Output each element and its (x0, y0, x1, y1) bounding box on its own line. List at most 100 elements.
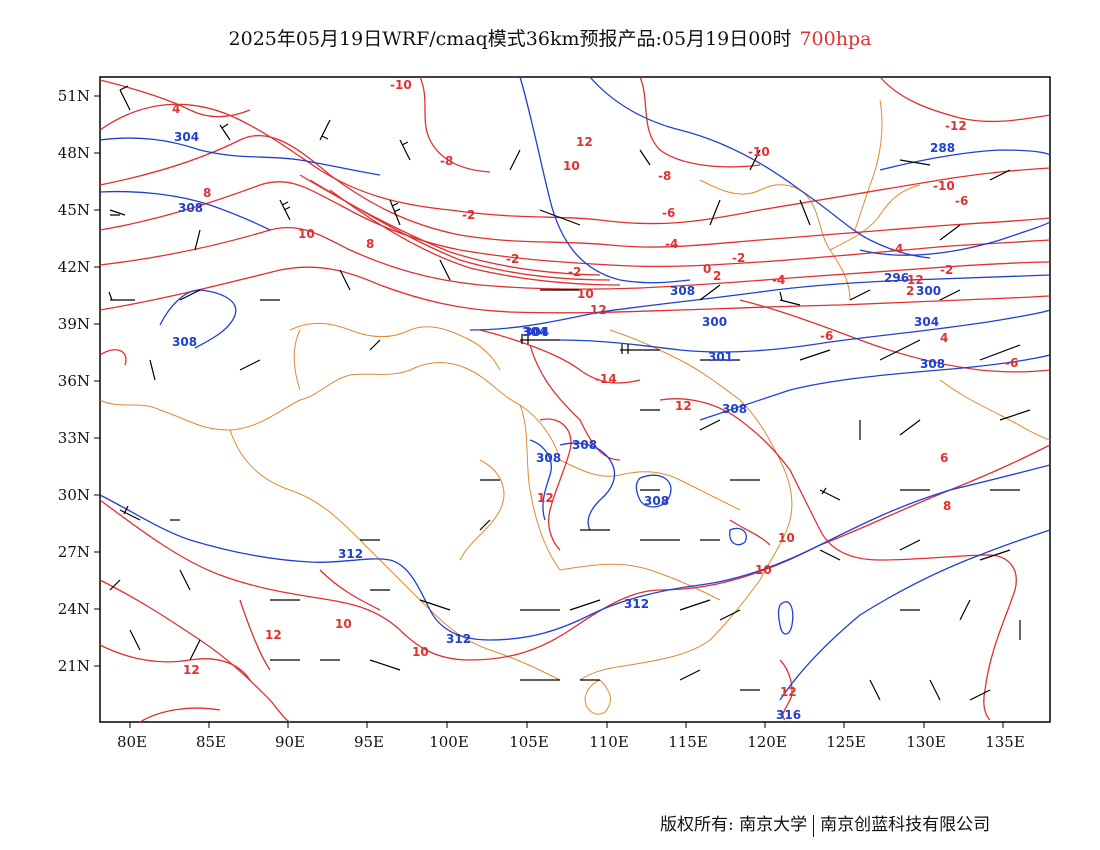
temp-contour-label: -2 (462, 208, 475, 222)
height-contour-label: 308 (722, 402, 747, 416)
temp-contour-label: -6 (662, 206, 675, 220)
temp-contour-label: 10 (335, 617, 352, 631)
height-contour-label: 304 (914, 315, 939, 329)
temp-contour-label: 2 (713, 269, 721, 283)
temp-contour-label: 8 (943, 499, 951, 513)
temp-contour-label: -4 (772, 273, 785, 287)
height-contour-label: 304 (522, 325, 547, 339)
temp-contour-label: -12 (945, 119, 967, 133)
lon-label: 115E (668, 733, 708, 751)
lat-label: 24N (58, 600, 90, 618)
temp-contour-label: 10 (755, 563, 772, 577)
lat-label: 42N (58, 258, 90, 276)
lon-label: 110E (589, 733, 629, 751)
lon-label: 120E (747, 733, 787, 751)
temp-contour-label: -6 (1005, 356, 1018, 370)
temp-contour-label: -14 (595, 372, 617, 386)
temp-contour-label: 12 (183, 663, 200, 677)
borders-layer (99, 99, 1051, 715)
temp-contour-label: 10 (412, 645, 429, 659)
temp-contour-label: 8 (203, 186, 211, 200)
temp-contour-label: 12 (780, 685, 797, 699)
temp-contour-label: 10 (298, 227, 315, 241)
height-contours (99, 76, 1051, 701)
lon-label: 105E (509, 733, 549, 751)
lon-label: 90E (275, 733, 305, 751)
temp-contour-label: -2 (568, 265, 581, 279)
lat-label: 48N (58, 144, 90, 162)
height-contour-label: 316 (776, 708, 801, 722)
temp-contour-label: -8 (440, 154, 453, 168)
height-contour-label: 308 (178, 201, 203, 215)
height-contour-label: 308 (920, 357, 945, 371)
temp-contour-label: 12 (675, 399, 692, 413)
temp-contour-label: 2 (906, 284, 914, 298)
lon-label: 100E (429, 733, 469, 751)
height-contour-label: 308 (670, 284, 695, 298)
height-contour-label: 312 (446, 632, 471, 646)
height-contour-label: 312 (338, 547, 363, 561)
height-contour-label: 304 (524, 325, 549, 339)
lon-label: 125E (826, 733, 866, 751)
lon-label: 130E (906, 733, 946, 751)
temp-contour-label: 8 (366, 237, 374, 251)
wind-barbs (108, 85, 1031, 701)
temp-contour-label: -6 (955, 194, 968, 208)
height-contour-label: 308 (172, 335, 197, 349)
temp-contour-label: 6 (940, 451, 948, 465)
title-main: 2025年05月19日WRF/cmaq模式36km预报产品:05月19日00时 (228, 28, 792, 50)
lon-label: 95E (354, 733, 384, 751)
temp-contour-label: 12 (576, 135, 593, 149)
temp-contour-label: -2 (732, 251, 745, 265)
height-contour-label: 304 (174, 130, 199, 144)
lat-label: 30N (58, 486, 90, 504)
height-contour-label: 300 (916, 284, 941, 298)
lon-axis: 80E 85E 90E 95E 100E 105E 110E 115E 120E… (117, 722, 1025, 751)
temp-contour-label: -10 (390, 78, 412, 92)
temp-contour-label: 12 (590, 303, 607, 317)
height-contour-label: 308 (572, 438, 597, 452)
temp-contour-label: -4 (890, 242, 903, 256)
temp-contour-label: -10 (748, 145, 770, 159)
lat-axis: 51N 48N 45N 42N 39N 36N 33N 30N 27N 24N … (58, 87, 100, 675)
height-labels: 304 308 288 304 296 300 308 300 304 304 … (172, 130, 955, 722)
copyright-footer: 版权所有: 南京大学 南京创蓝科技有限公司 (660, 810, 990, 837)
lat-label: 21N (58, 657, 90, 675)
temp-contour-label: -4 (665, 237, 678, 251)
temp-contour-label: 4 (172, 102, 180, 116)
lat-label: 51N (58, 87, 90, 105)
temperature-contours (99, 76, 1051, 723)
lat-label: 39N (58, 315, 90, 333)
height-contour-label: 308 (536, 451, 561, 465)
temp-contour-label: -12 (902, 273, 924, 287)
lon-label: 135E (985, 733, 1025, 751)
chart-title: 2025年05月19日WRF/cmaq模式36km预报产品:05月19日00时 7… (0, 24, 1100, 51)
lat-label: 45N (58, 201, 90, 219)
copyright-owner: 版权所有: 南京大学 (660, 815, 808, 835)
title-level: 700hpa (799, 28, 872, 50)
temp-contour-label: 0 (703, 262, 711, 276)
height-contour-label: 301 (708, 350, 733, 364)
temp-contour-label: -2 (940, 263, 953, 277)
temp-contour-label: -10 (933, 179, 955, 193)
temp-contour-label: 10 (778, 531, 795, 545)
lon-label: 80E (117, 733, 147, 751)
map-frame (99, 76, 1051, 723)
temperature-labels: -10 -12 4 12 10 -8 8 -8 -10 -6 -2 -6 10 … (172, 78, 1018, 699)
temp-contour-label: 10 (577, 287, 594, 301)
temp-contour-label: -8 (658, 169, 671, 183)
temp-contour-label: 12 (265, 628, 282, 642)
height-contour-label: 288 (930, 141, 955, 155)
temp-contour-label: -6 (820, 329, 833, 343)
lon-label: 85E (196, 733, 226, 751)
temp-contour-label: 10 (563, 159, 580, 173)
lat-label: 27N (58, 543, 90, 561)
height-contour-label: 296 (884, 271, 909, 285)
height-contour-label: 308 (644, 494, 669, 508)
lat-label: 33N (58, 429, 90, 447)
footer-divider (813, 814, 815, 837)
height-contour-label: 300 (702, 315, 727, 329)
temp-contour-label: 12 (537, 491, 554, 505)
temp-contour-label: 4 (940, 331, 948, 345)
